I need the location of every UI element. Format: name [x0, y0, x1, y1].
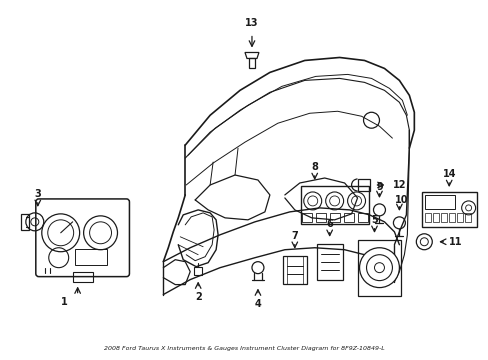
Text: 12: 12	[392, 180, 406, 190]
Text: 1: 1	[61, 297, 68, 306]
Text: 9: 9	[375, 182, 382, 192]
Text: 3: 3	[34, 189, 41, 199]
Text: 7: 7	[291, 231, 298, 241]
Text: 11: 11	[448, 237, 462, 247]
Text: 8: 8	[311, 162, 318, 172]
Text: 2008 Ford Taurus X Instruments & Gauges Instrument Cluster Diagram for 8F9Z-1084: 2008 Ford Taurus X Instruments & Gauges …	[104, 346, 384, 351]
Bar	[424, 195, 454, 209]
Text: 2: 2	[194, 292, 201, 302]
Text: 14: 14	[442, 169, 455, 179]
Bar	[75, 249, 106, 265]
Text: 10: 10	[394, 195, 407, 205]
Circle shape	[359, 248, 399, 288]
Text: 5: 5	[370, 215, 377, 225]
Text: 4: 4	[254, 298, 261, 309]
Text: 13: 13	[244, 18, 258, 28]
Text: 6: 6	[325, 219, 332, 229]
